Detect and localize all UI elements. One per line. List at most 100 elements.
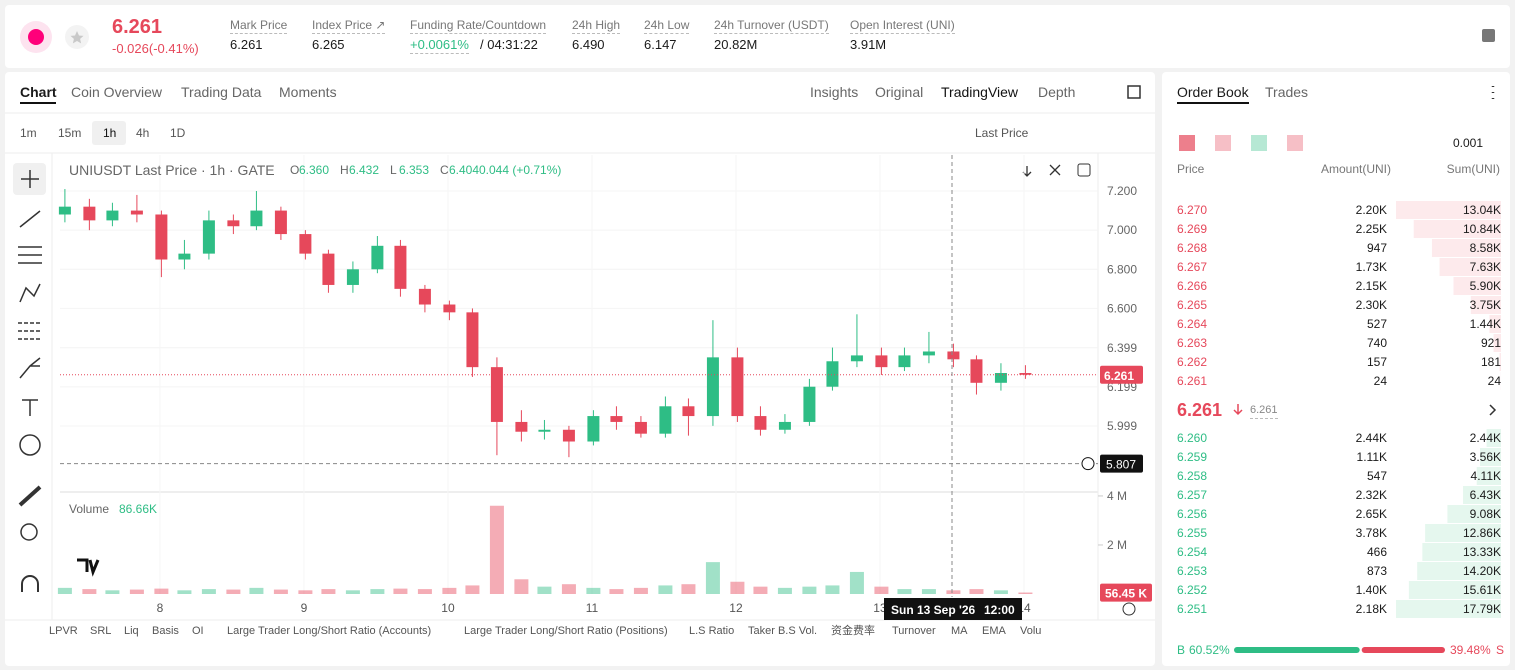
indicator[interactable]: Volume — [1020, 625, 1042, 637]
indicator[interactable]: Taker B.S Vol. — [748, 625, 818, 637]
header-icon[interactable] — [1482, 29, 1495, 42]
book-amount: 157 — [1366, 355, 1387, 369]
chart-tab[interactable]: Moments — [279, 84, 337, 100]
candle-body — [803, 386, 816, 422]
view-button[interactable] — [1287, 135, 1303, 151]
indicator[interactable]: Liq — [124, 625, 139, 637]
candle-body — [250, 210, 263, 227]
candle-body — [130, 210, 143, 215]
book-sum: 9.08K — [1469, 507, 1501, 521]
ruler-tool[interactable] — [18, 485, 42, 507]
candle-body — [731, 357, 744, 417]
volume-bar — [586, 587, 601, 594]
candle-body — [346, 269, 359, 285]
chart-button[interactable] — [1077, 163, 1091, 177]
price-type[interactable]: Last Price — [975, 126, 1029, 140]
candle-body — [202, 220, 215, 254]
book-price: 6.260 — [1177, 431, 1208, 445]
volume-value: 86.66K — [119, 502, 158, 516]
depth-bar — [1463, 486, 1501, 504]
brush-tool[interactable] — [19, 357, 41, 379]
stat-value: 6.265 — [312, 37, 345, 52]
book-price: 6.263 — [1177, 336, 1208, 350]
indicator[interactable]: 资金费率 — [831, 625, 875, 637]
indicator[interactable]: Basis — [152, 625, 179, 637]
chart-tab[interactable]: Chart — [20, 84, 57, 100]
candle-body — [587, 416, 600, 442]
magnet-tool[interactable] — [21, 575, 39, 592]
indicator[interactable]: Large Trader Long/Short Ratio (Positions… — [464, 625, 668, 637]
indicator[interactable]: OI — [192, 625, 204, 637]
book-amount: 740 — [1366, 336, 1387, 350]
last-price-box — [1100, 365, 1143, 384]
y-tick-label: 6.399 — [1107, 341, 1137, 355]
view-tab[interactable]: TradingView — [941, 84, 1019, 100]
x-tick-label: 13 — [873, 601, 887, 615]
ohlc-value: 6.353 — [399, 163, 430, 177]
view-tab[interactable]: Original — [875, 84, 924, 100]
book-price: 6.262 — [1177, 355, 1208, 369]
indicator[interactable]: LPVR — [49, 625, 78, 637]
book-price: 6.265 — [1177, 298, 1208, 312]
candle-body — [371, 245, 384, 270]
volume-bar — [730, 581, 745, 594]
emoji-tool[interactable] — [19, 434, 41, 456]
chart-tab[interactable]: Coin Overview — [71, 84, 163, 100]
volume-bar — [273, 589, 288, 594]
y-tick-label: 6.600 — [1107, 301, 1137, 315]
book-sum: 12.86K — [1462, 526, 1501, 540]
book-amount: 2.65K — [1355, 507, 1387, 521]
indicator[interactable]: EMA — [982, 625, 1006, 637]
indicator[interactable]: SRL — [90, 625, 112, 637]
pattern-tool[interactable] — [19, 283, 41, 303]
volume-bar — [537, 586, 552, 594]
volume-bar — [177, 590, 192, 594]
window-button[interactable] — [1127, 85, 1141, 99]
indicator[interactable]: MA — [951, 625, 968, 637]
interval[interactable]: 1D — [170, 126, 186, 140]
volume-bar — [154, 588, 169, 594]
volume-bar — [105, 590, 120, 594]
indicator[interactable]: Turnover — [892, 625, 936, 637]
zoom-tool[interactable] — [20, 523, 38, 541]
current-volume-label: 56.45 K — [1105, 587, 1147, 601]
book-sum: 2.44K — [1469, 431, 1501, 445]
precision[interactable]: 0.001 — [1453, 136, 1484, 150]
chart-button[interactable] — [1049, 164, 1061, 176]
book-tab[interactable]: Trades — [1265, 84, 1309, 100]
sell-ratio: 39.48% — [1450, 643, 1491, 657]
tool-icon — [21, 170, 39, 188]
volume-bar — [82, 589, 97, 594]
interval[interactable]: 4h — [136, 126, 150, 140]
indicator[interactable]: Large Trader Long/Short Ratio (Accounts) — [227, 625, 432, 637]
chart-title: UNIUSDT Last Price · 1h · GATE — [69, 162, 275, 178]
book-price: 6.270 — [1177, 203, 1208, 217]
trend-line-tool[interactable] — [19, 210, 41, 228]
settings-button[interactable] — [1122, 602, 1136, 616]
view-button[interactable] — [1179, 135, 1195, 151]
view-button[interactable] — [1215, 135, 1231, 151]
depth-bar — [1486, 429, 1501, 447]
stat-label: 24h Turnover (USDT) — [714, 18, 829, 34]
view-button[interactable] — [1251, 135, 1267, 151]
book-sum: 14.20K — [1462, 564, 1501, 578]
book-tab[interactable]: Order Book — [1177, 84, 1249, 100]
ohlc-value: 6.404 — [449, 163, 480, 177]
view-tab[interactable]: Insights — [810, 84, 859, 100]
indicator[interactable]: L.S Ratio — [689, 625, 735, 637]
interval[interactable]: 1m — [20, 126, 37, 140]
book-sum: 6.43K — [1469, 488, 1501, 502]
buy-ratio: 60.52% — [1189, 643, 1230, 657]
view-tab[interactable]: Depth — [1038, 84, 1076, 100]
interval[interactable]: 1h — [103, 126, 117, 140]
fib-tool[interactable] — [18, 246, 42, 264]
book-sum: 8.58K — [1469, 241, 1501, 255]
chart-tab[interactable]: Trading Data — [181, 84, 262, 100]
candle-body — [875, 355, 888, 368]
text-tool[interactable] — [22, 399, 38, 416]
ohlc-label: H — [340, 163, 349, 177]
candle-body — [227, 220, 240, 227]
book-sum: 921 — [1480, 336, 1501, 350]
projection-tool[interactable] — [18, 322, 42, 340]
interval[interactable]: 15m — [58, 126, 82, 140]
